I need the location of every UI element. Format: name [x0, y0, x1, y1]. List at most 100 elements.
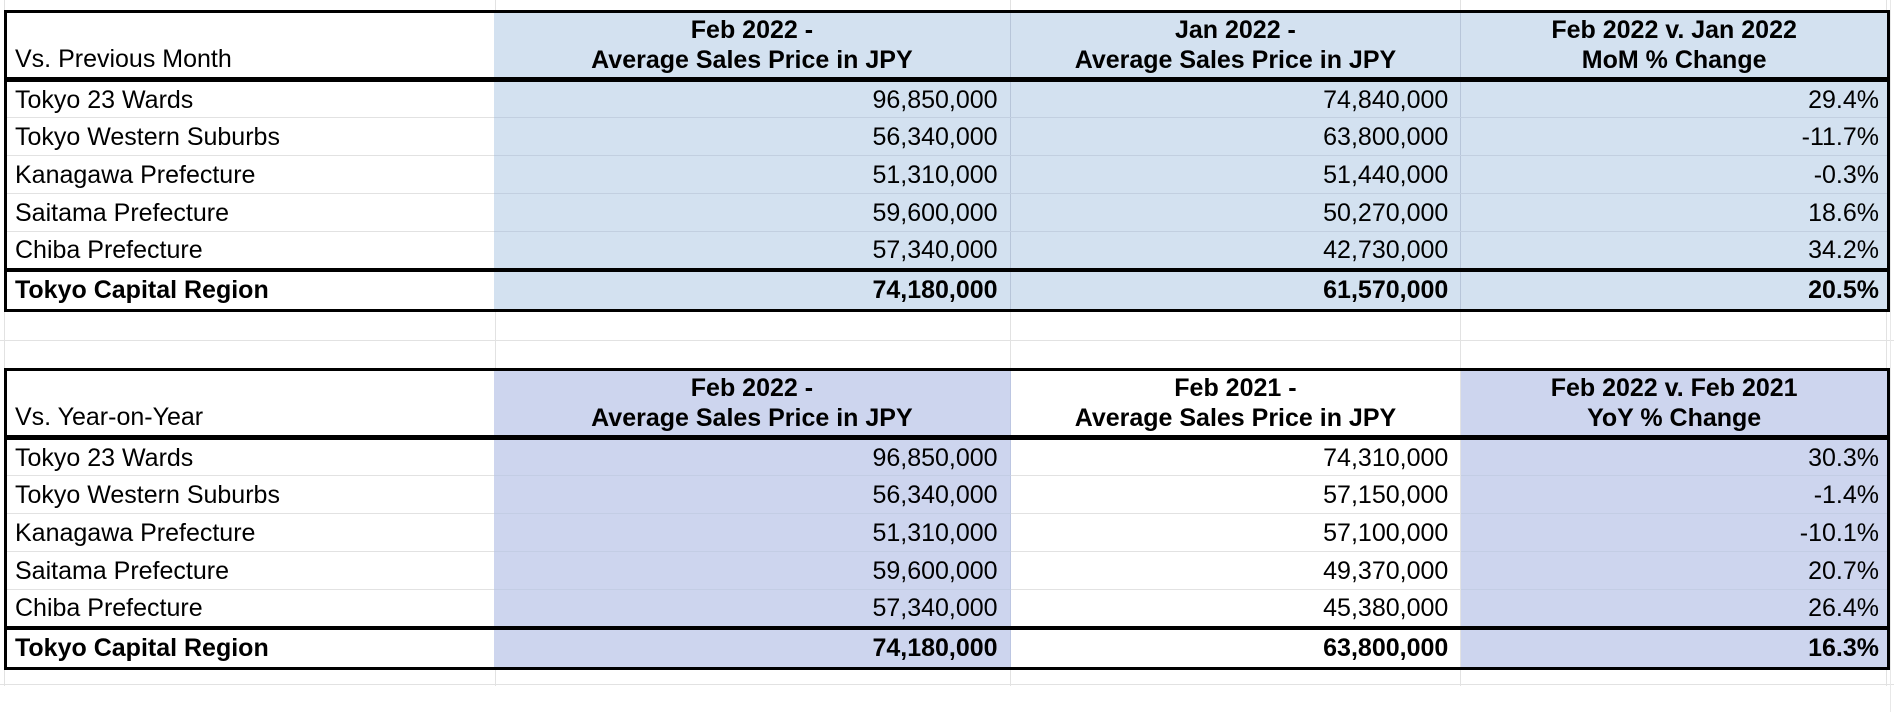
table-total-row: Tokyo Capital Region 74,180,000 61,570,0…	[5, 267, 1889, 311]
table-total-row: Tokyo Capital Region 74,180,000 63,800,0…	[5, 625, 1889, 669]
region-cell[interactable]: Saitama Prefecture	[5, 551, 495, 590]
table-title-cell[interactable]: Vs. Year-on-Year	[5, 369, 495, 440]
gridline	[1886, 670, 1887, 686]
gridline	[4, 670, 5, 686]
price-cell[interactable]: 57,340,000	[494, 231, 1011, 270]
header-line2: Average Sales Price in JPY	[1074, 46, 1397, 74]
header-line2: MoM % Change	[1581, 46, 1767, 74]
column-header-feb2022[interactable]: Feb 2022 - Average Sales Price in JPY	[494, 369, 1011, 440]
gridline	[4, 0, 5, 10]
price-cell[interactable]: 57,150,000	[1010, 475, 1462, 514]
table-row: Tokyo Western Suburbs 56,340,000 57,150,…	[5, 475, 1889, 514]
change-cell[interactable]: 34.2%	[1460, 231, 1889, 270]
gridline	[1460, 670, 1461, 686]
header-line1: Feb 2022 v. Jan 2022	[1551, 16, 1797, 44]
price-cell[interactable]: 61,570,000	[1010, 267, 1462, 311]
header-line2: YoY % Change	[1587, 404, 1762, 432]
header-line2: Average Sales Price in JPY	[591, 46, 913, 74]
column-header-feb2022[interactable]: Feb 2022 - Average Sales Price in JPY	[494, 11, 1011, 82]
change-cell[interactable]: -11.7%	[1460, 117, 1889, 156]
gridline	[0, 684, 1894, 685]
gridline	[1890, 0, 1891, 712]
header-line1: Jan 2022 -	[1174, 16, 1296, 44]
region-cell[interactable]: Kanagawa Prefecture	[5, 513, 495, 552]
table-title-cell[interactable]: Vs. Previous Month	[5, 11, 495, 82]
gridline	[0, 340, 1894, 341]
table-row: Tokyo Western Suburbs 56,340,000 63,800,…	[5, 117, 1889, 156]
change-cell[interactable]: -10.1%	[1460, 513, 1889, 552]
price-cell[interactable]: 96,850,000	[494, 79, 1011, 118]
price-cell[interactable]: 51,310,000	[494, 513, 1011, 552]
table-row: Chiba Prefecture 57,340,000 42,730,000 3…	[5, 231, 1889, 270]
price-cell[interactable]: 59,600,000	[494, 193, 1011, 232]
region-cell[interactable]: Tokyo Capital Region	[5, 625, 495, 669]
region-cell[interactable]: Tokyo Western Suburbs	[5, 475, 495, 514]
price-cell[interactable]: 57,100,000	[1010, 513, 1462, 552]
region-cell[interactable]: Kanagawa Prefecture	[5, 155, 495, 194]
change-cell[interactable]: 18.6%	[1460, 193, 1889, 232]
region-cell[interactable]: Tokyo 23 Wards	[5, 437, 495, 476]
gridline	[495, 0, 496, 10]
change-cell[interactable]: 29.4%	[1460, 79, 1889, 118]
price-cell[interactable]: 56,340,000	[494, 475, 1011, 514]
gridline	[1010, 670, 1011, 686]
year-comparison-table: Vs. Year-on-Year Feb 2022 - Average Sale…	[4, 368, 1890, 670]
header-line1: Feb 2022 v. Feb 2021	[1550, 374, 1798, 402]
table-title: Vs. Year-on-Year	[15, 403, 204, 431]
change-cell[interactable]: 16.3%	[1460, 625, 1889, 669]
price-cell[interactable]: 96,850,000	[494, 437, 1011, 476]
price-cell[interactable]: 56,340,000	[494, 117, 1011, 156]
price-cell[interactable]: 74,840,000	[1010, 79, 1462, 118]
region-cell[interactable]: Saitama Prefecture	[5, 193, 495, 232]
header-line2: Average Sales Price in JPY	[591, 404, 913, 432]
gridlines-gap	[0, 312, 1894, 368]
price-cell[interactable]: 63,800,000	[1010, 117, 1462, 156]
gridline	[1460, 0, 1461, 10]
change-cell[interactable]: -0.3%	[1460, 155, 1889, 194]
change-cell[interactable]: 30.3%	[1460, 437, 1889, 476]
table-row: Kanagawa Prefecture 51,310,000 51,440,00…	[5, 155, 1889, 194]
region-cell[interactable]: Tokyo Capital Region	[5, 267, 495, 311]
change-cell[interactable]: 26.4%	[1460, 589, 1889, 628]
table-row: Tokyo 23 Wards 96,850,000 74,310,000 30.…	[5, 437, 1889, 476]
table-header-row: Vs. Previous Month Feb 2022 - Average Sa…	[5, 11, 1889, 82]
price-cell[interactable]: 49,370,000	[1010, 551, 1462, 590]
change-cell[interactable]: 20.5%	[1460, 267, 1889, 311]
price-cell[interactable]: 74,180,000	[494, 625, 1011, 669]
region-cell[interactable]: Tokyo Western Suburbs	[5, 117, 495, 156]
column-header-mom-change[interactable]: Feb 2022 v. Jan 2022 MoM % Change	[1460, 11, 1889, 82]
table-title: Vs. Previous Month	[15, 45, 232, 73]
column-header-yoy-change[interactable]: Feb 2022 v. Feb 2021 YoY % Change	[1460, 369, 1889, 440]
table-row: Tokyo 23 Wards 96,850,000 74,840,000 29.…	[5, 79, 1889, 118]
column-header-feb2021[interactable]: Feb 2021 - Average Sales Price in JPY	[1010, 369, 1462, 440]
change-cell[interactable]: 20.7%	[1460, 551, 1889, 590]
header-line1: Feb 2021 -	[1174, 374, 1297, 402]
price-cell[interactable]: 50,270,000	[1010, 193, 1462, 232]
price-cell[interactable]: 59,600,000	[494, 551, 1011, 590]
table-row: Saitama Prefecture 59,600,000 49,370,000…	[5, 551, 1889, 590]
table-row: Kanagawa Prefecture 51,310,000 57,100,00…	[5, 513, 1889, 552]
price-cell[interactable]: 74,180,000	[494, 267, 1011, 311]
change-cell[interactable]: -1.4%	[1460, 475, 1889, 514]
price-cell[interactable]: 42,730,000	[1010, 231, 1462, 270]
price-cell[interactable]: 45,380,000	[1010, 589, 1462, 628]
gridline	[495, 670, 496, 686]
region-cell[interactable]: Chiba Prefecture	[5, 589, 495, 628]
column-header-jan2022[interactable]: Jan 2022 - Average Sales Price in JPY	[1010, 11, 1462, 82]
header-line2: Average Sales Price in JPY	[1074, 404, 1397, 432]
header-line1: Feb 2022 -	[690, 374, 814, 402]
table-row: Chiba Prefecture 57,340,000 45,380,000 2…	[5, 589, 1889, 628]
header-line1: Feb 2022 -	[690, 16, 814, 44]
price-cell[interactable]: 63,800,000	[1010, 625, 1462, 669]
price-cell[interactable]: 57,340,000	[494, 589, 1011, 628]
price-cell[interactable]: 74,310,000	[1010, 437, 1462, 476]
gridline	[1010, 0, 1011, 10]
price-cell[interactable]: 51,440,000	[1010, 155, 1462, 194]
table-row: Saitama Prefecture 59,600,000 50,270,000…	[5, 193, 1889, 232]
region-cell[interactable]: Tokyo 23 Wards	[5, 79, 495, 118]
price-cell[interactable]: 51,310,000	[494, 155, 1011, 194]
gridlines-top	[0, 0, 1894, 10]
region-cell[interactable]: Chiba Prefecture	[5, 231, 495, 270]
gridlines-bottom	[0, 670, 1894, 686]
